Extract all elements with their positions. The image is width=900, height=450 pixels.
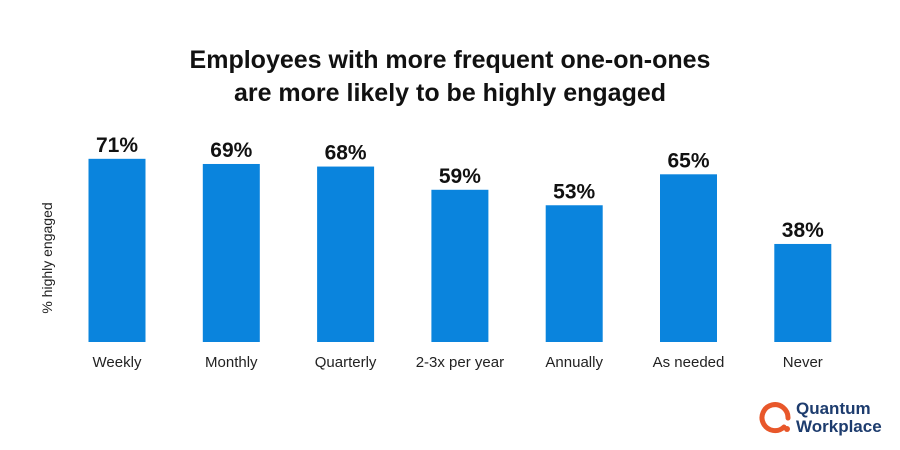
- x-tick-label-5: As needed: [653, 354, 725, 371]
- data-label-3: 59%: [439, 165, 481, 188]
- logo-text: Quantum Workplace: [796, 400, 882, 436]
- data-label-0: 71%: [96, 134, 138, 157]
- x-tick-label-4: Annually: [545, 354, 603, 371]
- x-tick-label-2: Quarterly: [315, 354, 377, 371]
- x-tick-label-6: Never: [783, 354, 823, 371]
- x-tick-label-1: Monthly: [205, 354, 258, 371]
- data-label-5: 65%: [667, 149, 709, 172]
- data-label-4: 53%: [553, 180, 595, 203]
- bar-4: [545, 205, 603, 342]
- data-label-6: 38%: [782, 219, 824, 242]
- bar-6: [774, 243, 832, 342]
- data-label-2: 68%: [325, 142, 367, 165]
- chart-title: Employees with more frequent one-on-ones…: [0, 44, 900, 110]
- x-tick-label-3: 2-3x per year: [416, 354, 504, 371]
- logo: Quantum Workplace: [758, 400, 898, 440]
- title-line-2: are more likely to be highly engaged: [233, 79, 667, 107]
- bar-1: [202, 163, 260, 342]
- bar-3: [431, 189, 489, 342]
- x-tick-label-0: Weekly: [93, 354, 142, 371]
- bar-0: [88, 158, 146, 342]
- data-label-1: 69%: [210, 139, 252, 162]
- logo-ring-icon: [759, 402, 791, 434]
- logo-line-1: Quantum: [796, 399, 871, 418]
- bar-5: [660, 174, 717, 342]
- logo-line-2: Workplace: [796, 417, 882, 436]
- title-line-1: Employees with more frequent one-on-ones: [189, 46, 711, 74]
- bar-2: [317, 166, 375, 342]
